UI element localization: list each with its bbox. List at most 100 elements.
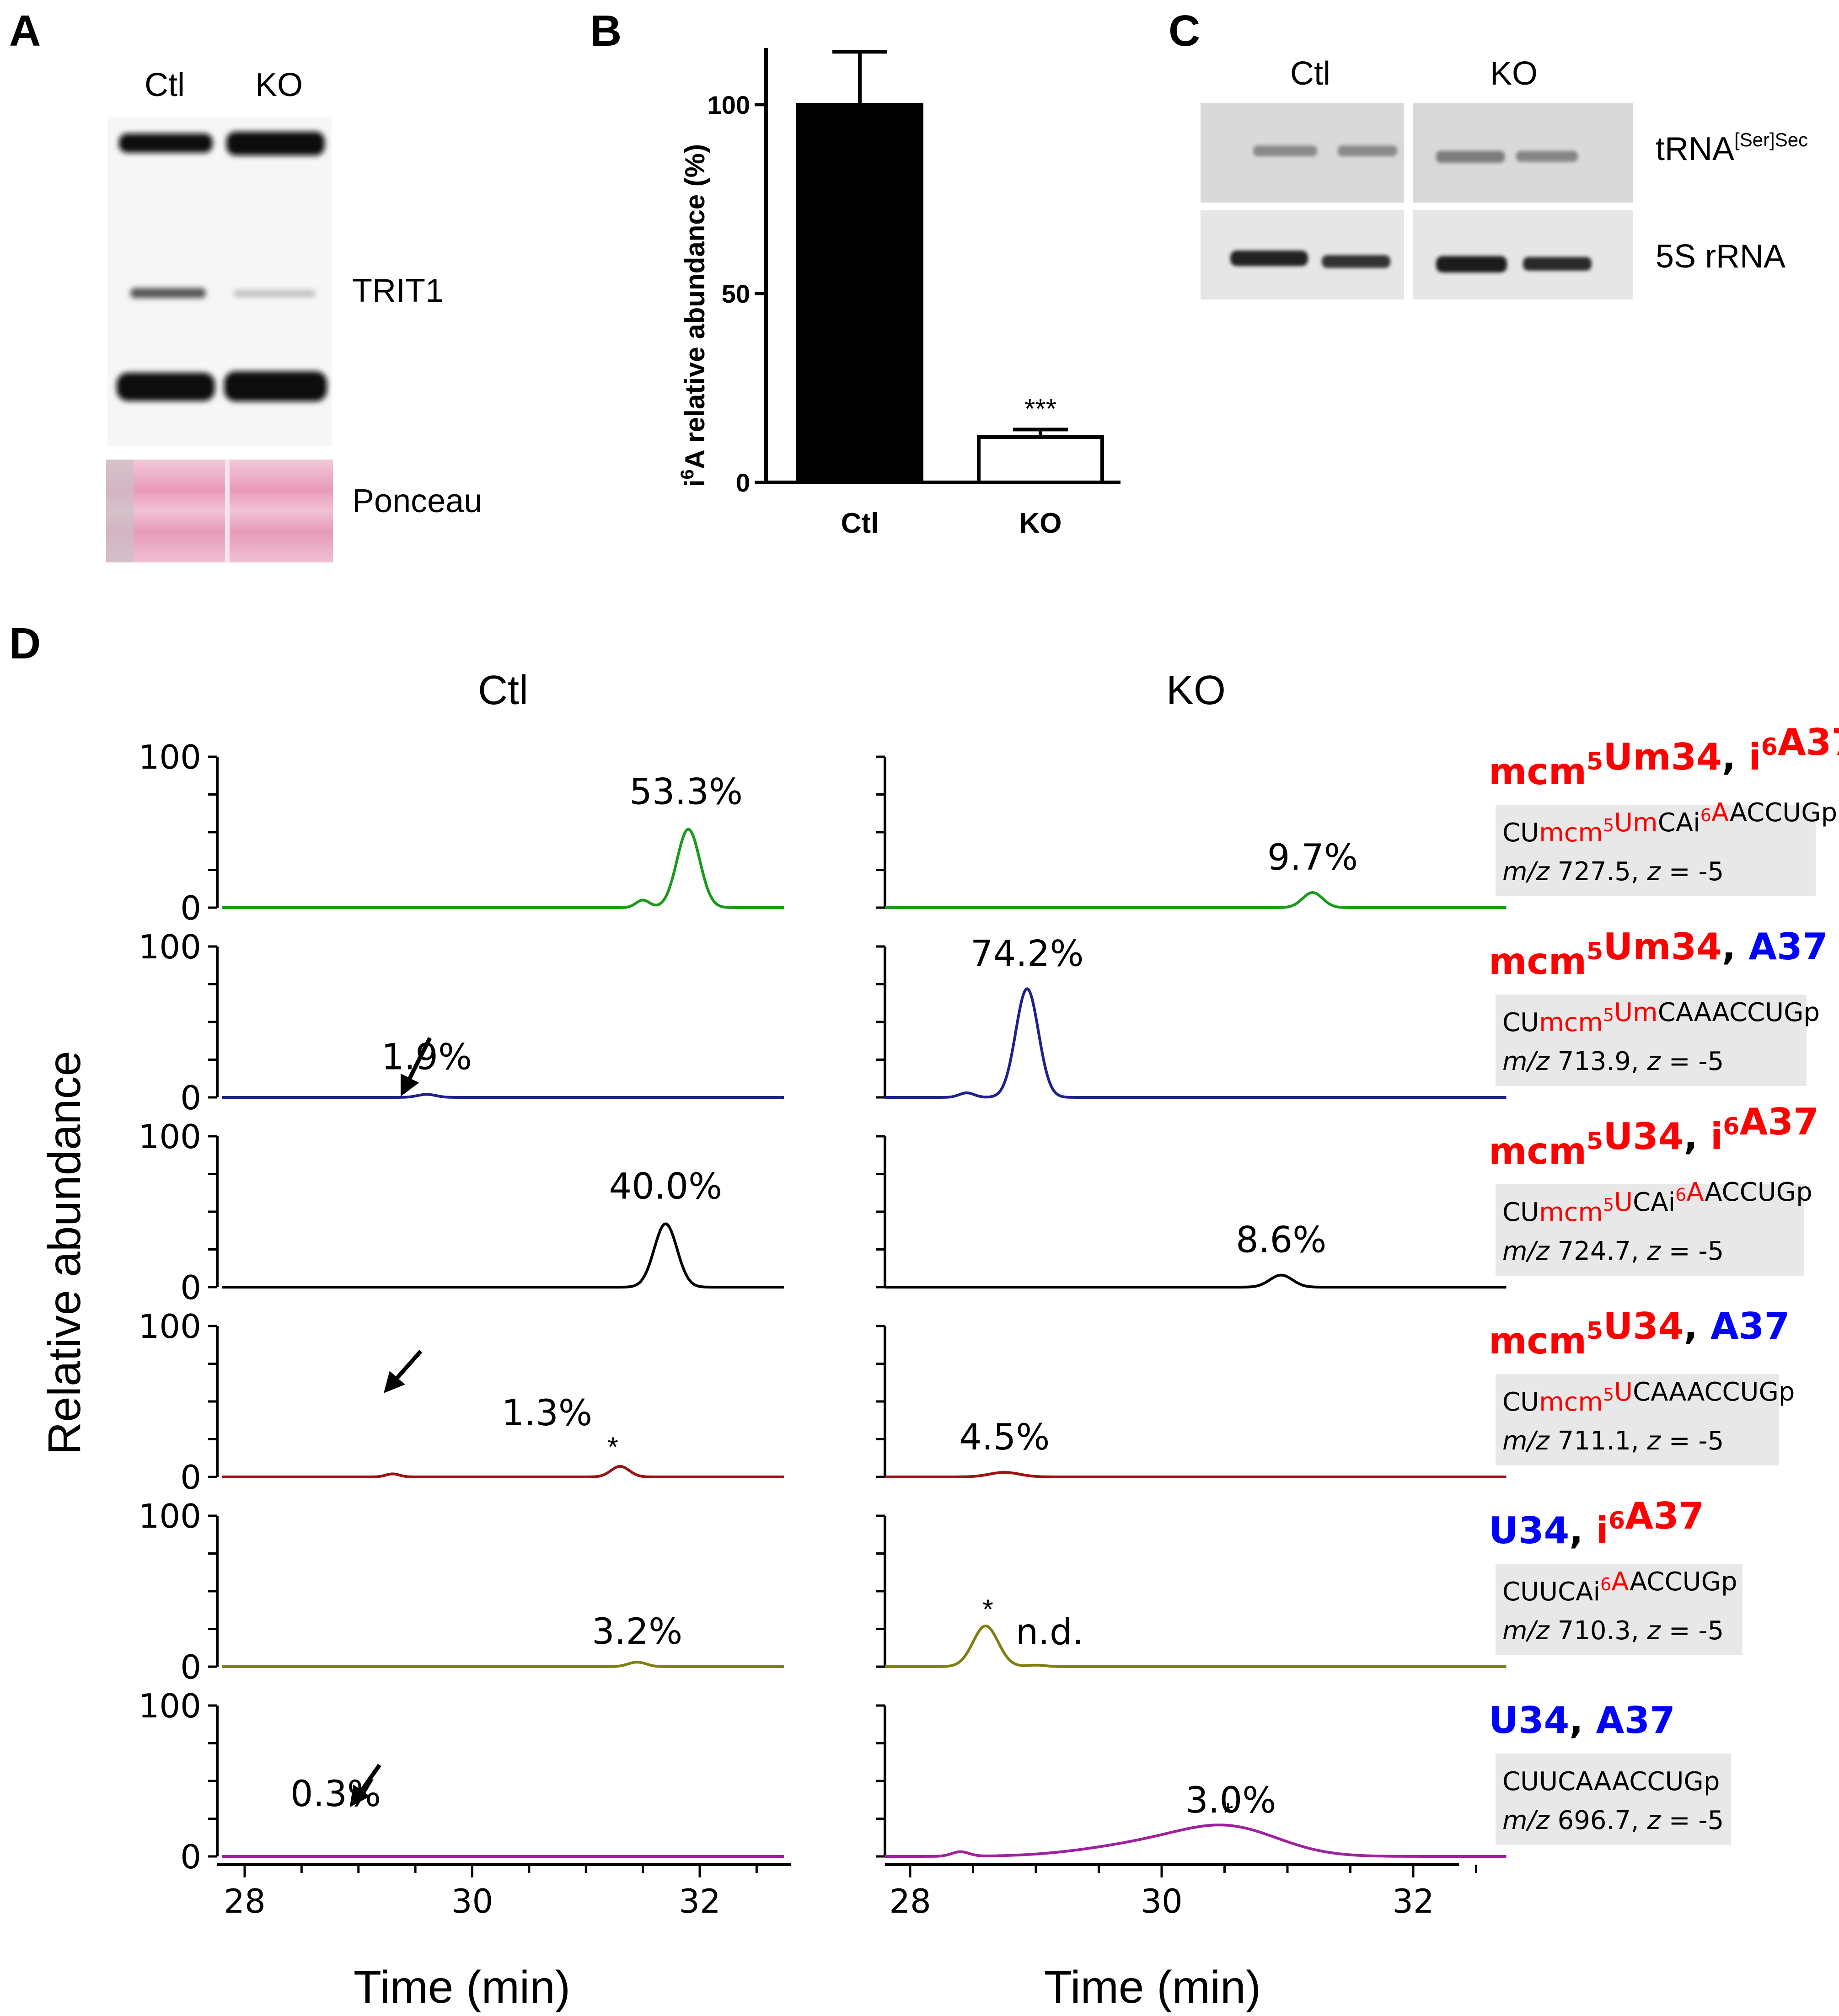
modification-annotation: U34, A37 CUUCAAACCUGp m/z 696.7, z = -5: [1489, 1699, 1731, 1845]
modification-title: mcm5Um34, A37: [1489, 925, 1828, 983]
modification-title: mcm5U34, i6A37: [1489, 1101, 1819, 1172]
y-tick-label: 0: [180, 1268, 201, 1307]
panel-letter-b: B: [590, 6, 622, 55]
y-tick-label: 0: [180, 1648, 201, 1686]
modification-annotation: U34, i6A37 CUUCAi6AACCUGp m/z 710.3, z = -…: [1489, 1495, 1742, 1655]
bar-chart: 0 50 100 Ctl KO ***: [708, 48, 1121, 539]
x-tick-label: KO: [1019, 508, 1062, 539]
y-tick-label: 50: [722, 279, 750, 308]
mass-charge: m/z 710.3, z = -5: [1502, 1616, 1724, 1646]
lane-label-ko-c: KO: [1490, 55, 1538, 92]
peak-label-ko: n.d.: [1016, 1612, 1084, 1653]
peak-label-ctl: 53.3%: [629, 771, 743, 813]
y-tick-label: 0: [180, 889, 201, 927]
xlabel-ko: Time (min): [1044, 1962, 1261, 2013]
trace-ctl: [222, 828, 784, 909]
stain-label-ponceau: Ponceau: [352, 483, 482, 519]
x-tick-label: 28: [224, 1882, 266, 1920]
northern-blot-5s-ko: [1413, 210, 1633, 299]
y-tick-label: 0: [180, 1079, 201, 1117]
mass-charge: m/z 713.9, z = -5: [1502, 1047, 1724, 1076]
sequence: CUmcm5UCAAACCUGp: [1502, 1377, 1795, 1417]
chromatogram-row: 0 100 40.0% 8.6%: [139, 1118, 1507, 1307]
y-tick-label: 100: [139, 738, 201, 776]
x-tick-label: 30: [1141, 1882, 1183, 1920]
ponceau-stain: [106, 460, 333, 562]
chromatogram-row: 0 100 53.3% 9.7%: [139, 738, 1507, 927]
trace-ctl: [222, 1465, 784, 1478]
trace-ko: [885, 987, 1507, 1099]
significance-marker: ***: [1024, 393, 1056, 424]
panel-letter-c: C: [1169, 6, 1200, 55]
peak-label-ko: 3.0%: [1185, 1780, 1276, 1821]
blot-label-trit1: TRIT1: [352, 273, 444, 309]
chromatogram-row: 0 100 3.2% n.d.: [139, 1497, 1507, 1686]
sequence: CUmcm5UCAi6AACCUGp: [1502, 1177, 1812, 1227]
bar-ctl: [796, 102, 923, 485]
trace-ctl: [222, 1093, 784, 1099]
sequence: CUmcm5UmCAAACCUGp: [1502, 998, 1820, 1037]
western-blot-bands: [117, 132, 327, 401]
column-title-ko: KO: [1166, 668, 1226, 713]
trace-ctl: [222, 1661, 784, 1668]
peak-label-ctl: 3.2%: [592, 1611, 682, 1652]
modification-title: mcm5Um34, i6A37: [1489, 721, 1839, 793]
rrna-label: 5S rRNA: [1656, 238, 1785, 275]
sequence: CUUCAi6AACCUGp: [1502, 1567, 1737, 1607]
sequence: CUmcm5UmCAi6AACCUGp: [1502, 798, 1837, 848]
trace-ko: [885, 1273, 1507, 1289]
x-tick-label: Ctl: [841, 508, 879, 539]
mass-charge: m/z 727.5, z = -5: [1502, 857, 1724, 887]
y-tick-label: 0: [736, 468, 750, 497]
panel-letter-d: D: [9, 619, 41, 668]
modification-title: U34, A37: [1489, 1699, 1675, 1742]
peak-label-ctl: 40.0%: [609, 1166, 722, 1207]
sequence-box: [1496, 1754, 1731, 1845]
peak-label-ko: 8.6%: [1236, 1220, 1326, 1261]
panel-c: C Ctl KO tRNA[Ser]Sec 5S rRNA: [1169, 6, 1808, 299]
nonspecific-peak-marker: *: [607, 1432, 618, 1462]
modification-annotations: mcm5Um34, i6A37CUmcm5UmCAi6AACCUGp m/z 72…: [1489, 721, 1839, 1845]
column-title-ctl: Ctl: [478, 668, 528, 713]
modification-annotation: mcm5U34, A37 CUmcm5UCAAACCUGp m/z 711.1, z…: [1489, 1305, 1795, 1465]
modification-annotation: mcm5Um34, i6A37CUmcm5UmCAi6AACCUGp m/z 72…: [1489, 721, 1839, 896]
arrow: [400, 1037, 432, 1097]
peak-label-ctl: 1.3%: [502, 1393, 592, 1434]
sequence-box: [1496, 805, 1816, 896]
y-tick-label: 100: [139, 1497, 201, 1535]
x-tick-label: 28: [889, 1882, 931, 1920]
sequence-box: [1496, 1184, 1804, 1276]
sequence: CUUCAAACCUGp: [1502, 1767, 1720, 1797]
sequence-box: [1496, 995, 1807, 1086]
x-tick-label: 32: [1392, 1882, 1434, 1920]
x-tick-label: 30: [451, 1882, 493, 1920]
chromatograms: 010053.3%9.7%01001.9%74.2%010040.0%8.6%0…: [139, 738, 1507, 1920]
panel-letter-a: A: [9, 6, 41, 55]
bar-ko: [977, 435, 1104, 484]
y-tick-label: 0: [180, 1458, 201, 1497]
panel-b: B 0 50 100 Ctl KO *** i6A relative abundance …: [590, 6, 1121, 539]
trace-ko: [885, 1823, 1507, 1858]
arrow: [349, 1764, 381, 1807]
lane-label-ctl-c: Ctl: [1290, 55, 1330, 92]
mass-charge: m/z 711.1, z = -5: [1502, 1426, 1724, 1456]
y-tick-label: 0: [180, 1838, 201, 1876]
mass-charge: m/z 696.7, z = -5: [1502, 1806, 1724, 1835]
nonspecific-peak-marker: *: [982, 1594, 993, 1625]
modification-title: U34, i6A37: [1489, 1495, 1704, 1552]
y-tick-label: 100: [708, 91, 750, 119]
y-tick-label: 100: [139, 1307, 201, 1346]
sequence-box: [1496, 1374, 1779, 1465]
sequence-box: [1496, 1564, 1742, 1655]
y-tick-label: 100: [139, 1118, 201, 1156]
panel-d: D Ctl KO Relative abundance 010053.3%9.7…: [9, 619, 1839, 2013]
y-tick-label: 100: [139, 1687, 201, 1725]
lane-label-ko: KO: [255, 67, 303, 103]
chromatogram-ylabel: Relative abundance: [39, 1051, 90, 1455]
lane-label-ctl: Ctl: [145, 67, 185, 103]
nonspecific-peak-marker: *: [1222, 1797, 1233, 1828]
